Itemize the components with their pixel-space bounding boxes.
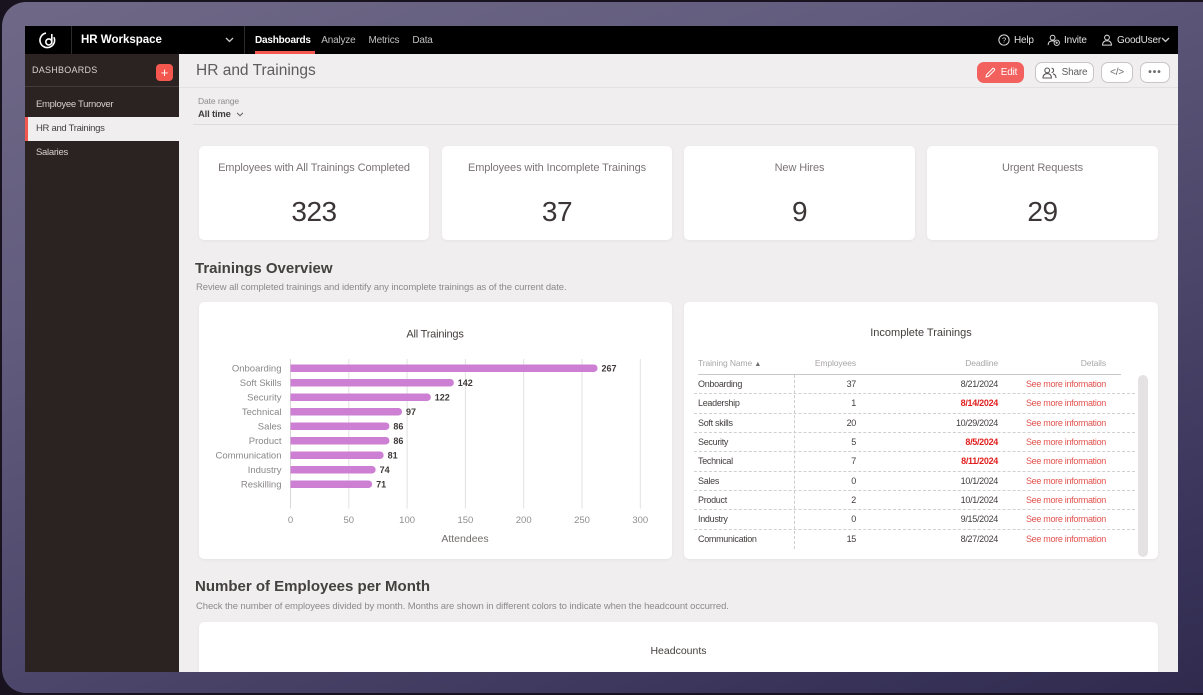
svg-text:Attendees: Attendees bbox=[441, 533, 488, 545]
svg-text:Security: Security bbox=[247, 392, 282, 403]
svg-text:Product: Product bbox=[249, 436, 282, 447]
svg-text:Reskilling: Reskilling bbox=[241, 479, 282, 490]
svg-text:300: 300 bbox=[632, 515, 648, 526]
svg-text:86: 86 bbox=[393, 422, 403, 432]
svg-text:122: 122 bbox=[435, 393, 450, 403]
svg-text:74: 74 bbox=[380, 465, 390, 475]
svg-text:Soft Skills: Soft Skills bbox=[240, 378, 282, 389]
svg-text:142: 142 bbox=[458, 378, 473, 388]
svg-text:97: 97 bbox=[406, 407, 416, 417]
svg-text:Sales: Sales bbox=[258, 421, 282, 432]
svg-text:86: 86 bbox=[393, 436, 403, 446]
svg-text:250: 250 bbox=[574, 515, 590, 526]
svg-text:Communication: Communication bbox=[216, 450, 282, 461]
svg-text:100: 100 bbox=[399, 515, 415, 526]
svg-text:?: ? bbox=[1002, 36, 1006, 45]
svg-text:All Trainings: All Trainings bbox=[406, 329, 464, 341]
svg-text:150: 150 bbox=[457, 515, 473, 526]
svg-text:81: 81 bbox=[388, 451, 398, 461]
svg-text:200: 200 bbox=[516, 515, 532, 526]
svg-text:Onboarding: Onboarding bbox=[232, 363, 282, 374]
svg-text:267: 267 bbox=[602, 364, 617, 374]
svg-text:Technical: Technical bbox=[242, 407, 282, 418]
svg-text:0: 0 bbox=[288, 515, 293, 526]
svg-text:50: 50 bbox=[344, 515, 355, 526]
svg-text:Industry: Industry bbox=[248, 465, 282, 476]
svg-text:71: 71 bbox=[376, 480, 386, 490]
